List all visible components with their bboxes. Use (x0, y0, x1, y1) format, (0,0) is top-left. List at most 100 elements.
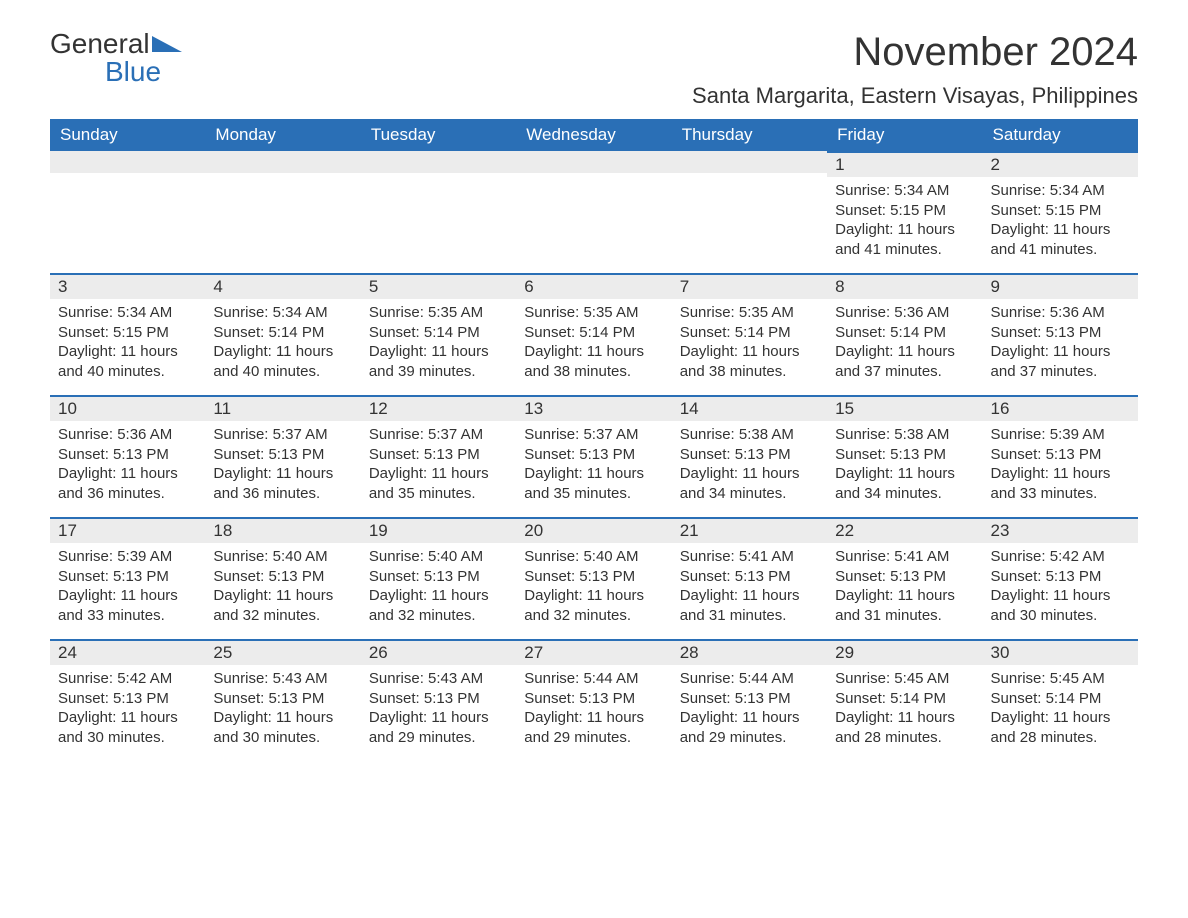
sunset-text: Sunset: 5:15 PM (835, 201, 974, 221)
calendar-day-cell: 17Sunrise: 5:39 AMSunset: 5:13 PMDayligh… (50, 517, 205, 639)
calendar-day-cell: 12Sunrise: 5:37 AMSunset: 5:13 PMDayligh… (361, 395, 516, 517)
day-number: 18 (205, 517, 360, 543)
sunrise-text: Sunrise: 5:42 AM (991, 547, 1130, 567)
calendar-day-cell (361, 151, 516, 273)
day-body: Sunrise: 5:36 AMSunset: 5:14 PMDaylight:… (827, 299, 982, 389)
daylight-text: Daylight: 11 hours and 41 minutes. (835, 220, 974, 259)
daylight-text: Daylight: 11 hours and 29 minutes. (524, 708, 663, 747)
sunset-text: Sunset: 5:13 PM (213, 445, 352, 465)
sunset-text: Sunset: 5:13 PM (213, 689, 352, 709)
sunset-text: Sunset: 5:13 PM (369, 567, 508, 587)
day-body: Sunrise: 5:37 AMSunset: 5:13 PMDaylight:… (205, 421, 360, 511)
calendar-day-cell: 15Sunrise: 5:38 AMSunset: 5:13 PMDayligh… (827, 395, 982, 517)
sunrise-text: Sunrise: 5:45 AM (991, 669, 1130, 689)
daylight-text: Daylight: 11 hours and 31 minutes. (835, 586, 974, 625)
day-body: Sunrise: 5:35 AMSunset: 5:14 PMDaylight:… (516, 299, 671, 389)
sunset-text: Sunset: 5:14 PM (835, 323, 974, 343)
daylight-text: Daylight: 11 hours and 33 minutes. (58, 586, 197, 625)
calendar-day-cell: 23Sunrise: 5:42 AMSunset: 5:13 PMDayligh… (983, 517, 1138, 639)
day-number: 11 (205, 395, 360, 421)
sunrise-text: Sunrise: 5:35 AM (524, 303, 663, 323)
sunrise-text: Sunrise: 5:43 AM (369, 669, 508, 689)
day-body: Sunrise: 5:36 AMSunset: 5:13 PMDaylight:… (983, 299, 1138, 389)
calendar-week-row: 1Sunrise: 5:34 AMSunset: 5:15 PMDaylight… (50, 151, 1138, 273)
calendar-day-cell: 6Sunrise: 5:35 AMSunset: 5:14 PMDaylight… (516, 273, 671, 395)
weekday-header: Friday (827, 119, 982, 151)
sunset-text: Sunset: 5:14 PM (524, 323, 663, 343)
calendar-table: Sunday Monday Tuesday Wednesday Thursday… (50, 119, 1138, 761)
sunrise-text: Sunrise: 5:37 AM (369, 425, 508, 445)
empty-day-strip (516, 151, 671, 173)
day-number: 12 (361, 395, 516, 421)
title-block: November 2024 Santa Margarita, Eastern V… (692, 30, 1138, 109)
daylight-text: Daylight: 11 hours and 28 minutes. (835, 708, 974, 747)
calendar-day-cell: 22Sunrise: 5:41 AMSunset: 5:13 PMDayligh… (827, 517, 982, 639)
sunrise-text: Sunrise: 5:35 AM (680, 303, 819, 323)
calendar-day-cell: 27Sunrise: 5:44 AMSunset: 5:13 PMDayligh… (516, 639, 671, 761)
day-number: 28 (672, 639, 827, 665)
sunset-text: Sunset: 5:13 PM (835, 567, 974, 587)
daylight-text: Daylight: 11 hours and 40 minutes. (58, 342, 197, 381)
calendar-day-cell (672, 151, 827, 273)
sunset-text: Sunset: 5:13 PM (213, 567, 352, 587)
daylight-text: Daylight: 11 hours and 37 minutes. (835, 342, 974, 381)
day-body: Sunrise: 5:45 AMSunset: 5:14 PMDaylight:… (983, 665, 1138, 755)
day-body: Sunrise: 5:34 AMSunset: 5:15 PMDaylight:… (50, 299, 205, 389)
sunset-text: Sunset: 5:15 PM (58, 323, 197, 343)
calendar-day-cell: 16Sunrise: 5:39 AMSunset: 5:13 PMDayligh… (983, 395, 1138, 517)
sunrise-text: Sunrise: 5:38 AM (835, 425, 974, 445)
day-body: Sunrise: 5:38 AMSunset: 5:13 PMDaylight:… (672, 421, 827, 511)
calendar-day-cell: 29Sunrise: 5:45 AMSunset: 5:14 PMDayligh… (827, 639, 982, 761)
daylight-text: Daylight: 11 hours and 30 minutes. (58, 708, 197, 747)
calendar-day-cell: 1Sunrise: 5:34 AMSunset: 5:15 PMDaylight… (827, 151, 982, 273)
daylight-text: Daylight: 11 hours and 32 minutes. (213, 586, 352, 625)
sunset-text: Sunset: 5:13 PM (991, 445, 1130, 465)
logo: General Blue (50, 30, 182, 86)
calendar-day-cell: 24Sunrise: 5:42 AMSunset: 5:13 PMDayligh… (50, 639, 205, 761)
header: General Blue November 2024 Santa Margari… (50, 30, 1138, 109)
calendar-day-cell: 9Sunrise: 5:36 AMSunset: 5:13 PMDaylight… (983, 273, 1138, 395)
sunset-text: Sunset: 5:14 PM (369, 323, 508, 343)
day-body: Sunrise: 5:37 AMSunset: 5:13 PMDaylight:… (516, 421, 671, 511)
calendar-day-cell: 5Sunrise: 5:35 AMSunset: 5:14 PMDaylight… (361, 273, 516, 395)
sunset-text: Sunset: 5:13 PM (991, 323, 1130, 343)
daylight-text: Daylight: 11 hours and 37 minutes. (991, 342, 1130, 381)
calendar-week-row: 10Sunrise: 5:36 AMSunset: 5:13 PMDayligh… (50, 395, 1138, 517)
empty-day-strip (205, 151, 360, 173)
day-number: 20 (516, 517, 671, 543)
sunset-text: Sunset: 5:13 PM (680, 689, 819, 709)
day-number: 1 (827, 151, 982, 177)
day-number: 5 (361, 273, 516, 299)
sunrise-text: Sunrise: 5:37 AM (524, 425, 663, 445)
sunrise-text: Sunrise: 5:41 AM (680, 547, 819, 567)
sunset-text: Sunset: 5:14 PM (213, 323, 352, 343)
weekday-header: Monday (205, 119, 360, 151)
day-body: Sunrise: 5:36 AMSunset: 5:13 PMDaylight:… (50, 421, 205, 511)
day-body: Sunrise: 5:38 AMSunset: 5:13 PMDaylight:… (827, 421, 982, 511)
sunrise-text: Sunrise: 5:40 AM (213, 547, 352, 567)
calendar-day-cell: 10Sunrise: 5:36 AMSunset: 5:13 PMDayligh… (50, 395, 205, 517)
day-body: Sunrise: 5:40 AMSunset: 5:13 PMDaylight:… (205, 543, 360, 633)
empty-day-strip (672, 151, 827, 173)
day-number: 14 (672, 395, 827, 421)
month-title: November 2024 (692, 30, 1138, 75)
day-body: Sunrise: 5:43 AMSunset: 5:13 PMDaylight:… (361, 665, 516, 755)
day-number: 13 (516, 395, 671, 421)
sunrise-text: Sunrise: 5:43 AM (213, 669, 352, 689)
calendar-day-cell: 8Sunrise: 5:36 AMSunset: 5:14 PMDaylight… (827, 273, 982, 395)
daylight-text: Daylight: 11 hours and 41 minutes. (991, 220, 1130, 259)
daylight-text: Daylight: 11 hours and 36 minutes. (58, 464, 197, 503)
day-body: Sunrise: 5:34 AMSunset: 5:15 PMDaylight:… (983, 177, 1138, 267)
sunset-text: Sunset: 5:14 PM (835, 689, 974, 709)
weekday-header-row: Sunday Monday Tuesday Wednesday Thursday… (50, 119, 1138, 151)
sunset-text: Sunset: 5:15 PM (991, 201, 1130, 221)
day-number: 16 (983, 395, 1138, 421)
daylight-text: Daylight: 11 hours and 38 minutes. (680, 342, 819, 381)
day-body: Sunrise: 5:34 AMSunset: 5:14 PMDaylight:… (205, 299, 360, 389)
sunset-text: Sunset: 5:14 PM (991, 689, 1130, 709)
calendar-day-cell: 30Sunrise: 5:45 AMSunset: 5:14 PMDayligh… (983, 639, 1138, 761)
daylight-text: Daylight: 11 hours and 34 minutes. (835, 464, 974, 503)
sunrise-text: Sunrise: 5:36 AM (991, 303, 1130, 323)
day-body: Sunrise: 5:44 AMSunset: 5:13 PMDaylight:… (516, 665, 671, 755)
sunrise-text: Sunrise: 5:41 AM (835, 547, 974, 567)
